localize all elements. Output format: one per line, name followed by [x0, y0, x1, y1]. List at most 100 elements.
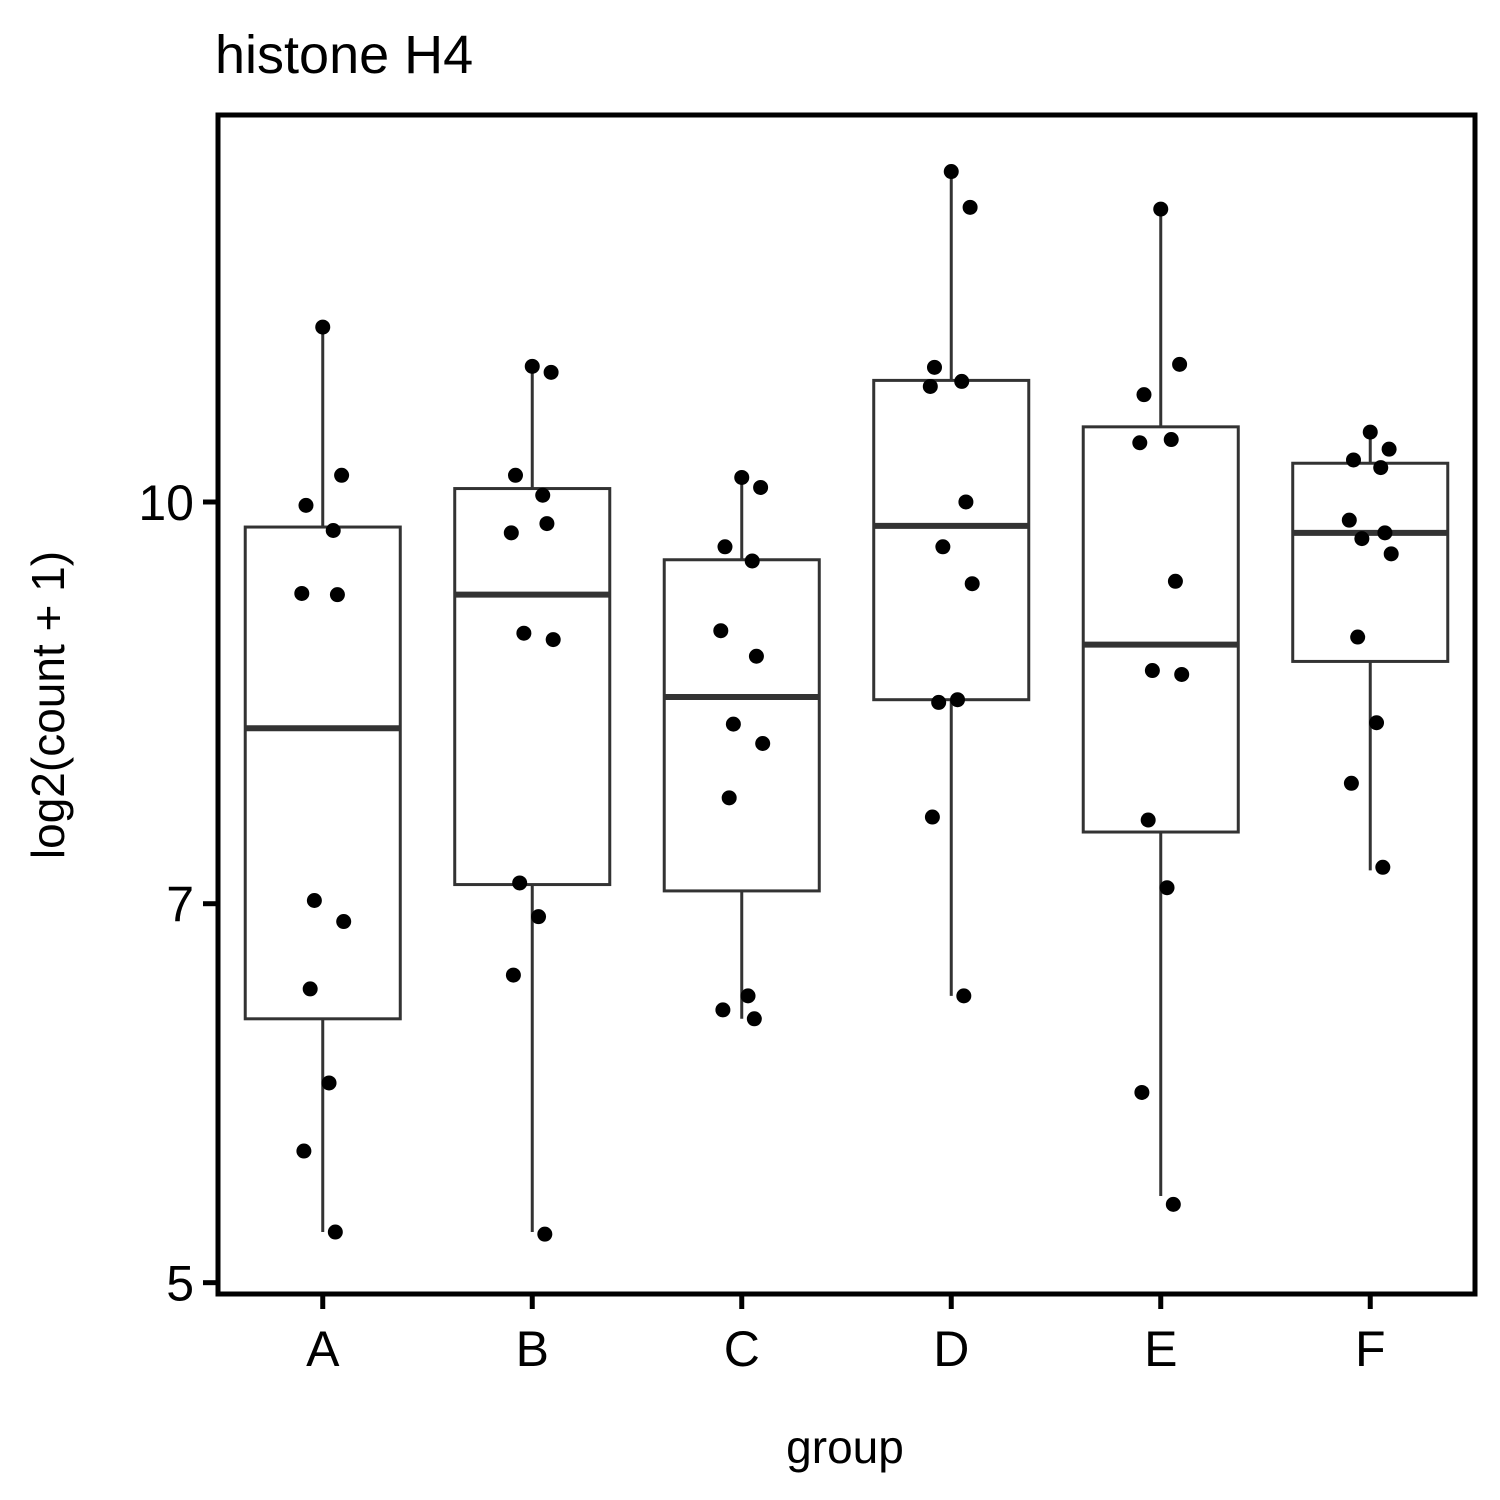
data-point	[1159, 880, 1175, 896]
data-point	[922, 378, 938, 394]
x-tick-label: E	[1144, 1321, 1177, 1377]
data-point	[1165, 1196, 1181, 1212]
data-point	[334, 467, 350, 483]
data-point	[531, 909, 547, 925]
data-point	[1341, 512, 1357, 528]
data-point	[327, 1224, 343, 1240]
data-point	[503, 525, 519, 541]
data-point	[1345, 452, 1361, 468]
box-body	[1291, 461, 1450, 663]
data-point	[1167, 573, 1183, 589]
data-point	[956, 988, 972, 1004]
data-point	[516, 625, 532, 641]
data-point	[924, 809, 940, 825]
data-point	[1153, 201, 1169, 217]
box-E	[1081, 209, 1240, 1196]
data-point	[294, 585, 310, 601]
boxes-layer	[243, 172, 1450, 1233]
data-point	[715, 1002, 731, 1018]
data-point	[298, 497, 314, 513]
data-point	[306, 892, 322, 908]
box-body	[453, 487, 612, 887]
data-point	[545, 632, 561, 648]
box-body	[872, 378, 1031, 702]
data-point	[543, 364, 559, 380]
plot-panel-border	[215, 112, 1478, 1297]
data-point	[1132, 435, 1148, 451]
data-point	[336, 914, 352, 930]
y-axis-title: log2(count + 1)	[22, 551, 74, 859]
data-point	[315, 319, 331, 335]
x-axis-title: group	[786, 1421, 904, 1473]
data-point	[1134, 1084, 1150, 1100]
data-point	[748, 648, 764, 664]
data-point	[964, 576, 980, 592]
box-body	[243, 525, 402, 1021]
data-point	[950, 692, 966, 708]
data-point	[1343, 775, 1359, 791]
data-point	[943, 164, 959, 180]
data-point	[1375, 859, 1391, 875]
data-point	[954, 373, 970, 389]
data-point	[753, 479, 769, 495]
data-point	[926, 359, 942, 375]
box-B	[453, 370, 612, 1233]
x-axis: A B C D E F	[306, 1294, 1386, 1377]
data-point	[535, 487, 551, 503]
data-point	[1354, 531, 1370, 547]
x-tick-label: A	[306, 1321, 340, 1377]
box-A	[243, 325, 402, 1233]
x-tick-label: D	[933, 1321, 969, 1377]
box-body	[1081, 425, 1240, 834]
data-point	[537, 1226, 553, 1242]
data-point	[524, 358, 540, 374]
data-point	[717, 539, 733, 555]
data-point	[958, 494, 974, 510]
data-point	[302, 981, 318, 997]
data-point	[746, 1011, 762, 1027]
x-tick-label: C	[724, 1321, 760, 1377]
data-point	[1174, 666, 1190, 682]
data-point	[962, 199, 978, 215]
data-point	[725, 716, 741, 732]
data-point	[740, 988, 756, 1004]
y-tick-label: 5	[166, 1256, 194, 1312]
box-C	[662, 477, 821, 1019]
data-point	[539, 516, 555, 532]
x-tick-label: B	[516, 1321, 549, 1377]
data-point	[1377, 525, 1393, 541]
data-point	[744, 553, 760, 569]
y-tick-label: 10	[138, 475, 194, 531]
box-D	[872, 172, 1031, 996]
data-point	[329, 587, 345, 603]
y-tick-label: 7	[166, 877, 194, 933]
data-point	[1362, 424, 1378, 440]
data-point	[1144, 663, 1160, 679]
data-point	[1163, 432, 1179, 448]
box-body	[662, 558, 821, 893]
data-point	[931, 694, 947, 710]
data-point	[1373, 460, 1389, 476]
data-point	[1136, 387, 1152, 403]
data-point	[321, 1075, 337, 1091]
data-point	[1172, 356, 1188, 372]
data-point	[325, 523, 341, 539]
data-point	[1381, 441, 1397, 457]
chart-title: histone H4	[215, 25, 473, 85]
x-tick-label: F	[1355, 1321, 1386, 1377]
box-F	[1291, 432, 1450, 871]
data-point	[296, 1143, 312, 1159]
data-point	[1140, 812, 1156, 828]
data-point	[1383, 546, 1399, 562]
y-axis: 5 7 10	[138, 475, 218, 1312]
data-point	[935, 539, 951, 555]
points-layer	[294, 164, 1399, 1242]
data-point	[505, 967, 521, 983]
data-point	[1369, 715, 1385, 731]
data-point	[734, 469, 750, 485]
data-point	[755, 736, 771, 752]
data-point	[507, 467, 523, 483]
data-point	[713, 623, 729, 639]
data-point	[1350, 629, 1366, 645]
